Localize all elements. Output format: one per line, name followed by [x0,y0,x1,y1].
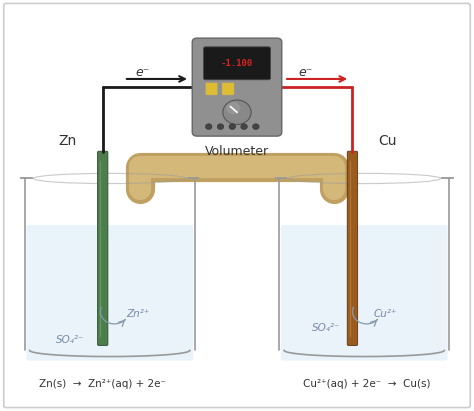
FancyBboxPatch shape [192,38,282,136]
Circle shape [241,124,247,129]
Text: SO₄²⁻: SO₄²⁻ [55,335,84,345]
Circle shape [226,102,240,114]
Text: Zn(s)  →  Zn²⁺(aq) + 2e⁻: Zn(s) → Zn²⁺(aq) + 2e⁻ [39,379,166,389]
Circle shape [253,124,259,129]
Text: Cu: Cu [378,134,397,148]
FancyBboxPatch shape [203,47,271,80]
Text: Zn²⁺: Zn²⁺ [126,309,150,319]
FancyBboxPatch shape [347,151,357,346]
Text: SO₄²⁻: SO₄²⁻ [312,323,341,333]
Circle shape [229,124,236,129]
FancyBboxPatch shape [284,229,444,239]
Circle shape [217,124,224,129]
Text: Zn: Zn [58,134,77,148]
FancyBboxPatch shape [281,225,447,360]
Text: Cu²⁺: Cu²⁺ [374,309,397,319]
Circle shape [223,100,251,125]
Text: e⁻: e⁻ [136,66,150,79]
Text: Volumeter: Volumeter [205,145,269,158]
Text: e⁻: e⁻ [298,66,312,79]
FancyBboxPatch shape [27,225,193,360]
Text: -1.100: -1.100 [221,59,253,68]
FancyBboxPatch shape [222,83,234,95]
FancyBboxPatch shape [30,229,190,239]
Text: Cu²⁺(aq) + 2e⁻  →  Cu(s): Cu²⁺(aq) + 2e⁻ → Cu(s) [303,379,430,389]
FancyBboxPatch shape [205,83,218,95]
Circle shape [205,124,212,129]
FancyBboxPatch shape [98,151,108,346]
FancyBboxPatch shape [4,3,470,408]
